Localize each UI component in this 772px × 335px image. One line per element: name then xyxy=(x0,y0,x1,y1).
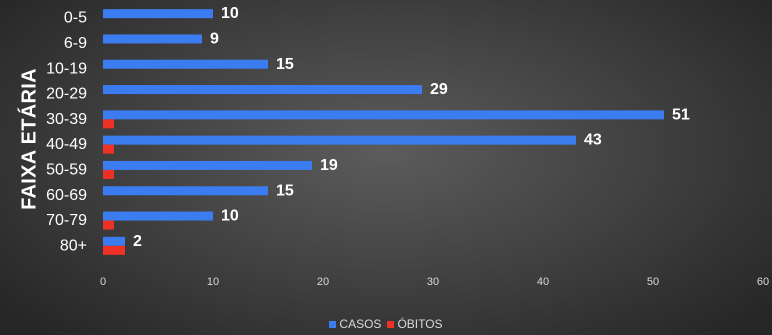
category-label: 70-79 xyxy=(46,212,87,229)
bar-casos xyxy=(103,59,268,69)
data-label-casos: 10 xyxy=(221,5,239,22)
category-label: 0-5 xyxy=(64,10,87,27)
bar-casos xyxy=(103,85,422,95)
data-label-casos: 9 xyxy=(210,30,219,47)
bar-casos xyxy=(103,110,664,120)
bar-obitos xyxy=(103,169,114,179)
bar-casos xyxy=(103,186,268,196)
category-label: 20-29 xyxy=(46,86,87,103)
category-label: 80+ xyxy=(60,237,87,254)
category-label: 40-49 xyxy=(46,136,87,153)
bar-casos xyxy=(103,160,312,170)
data-label-casos: 19 xyxy=(320,157,338,174)
bar-casos xyxy=(103,236,125,246)
data-label-casos: 51 xyxy=(672,106,690,123)
legend-swatch-obitos xyxy=(387,320,395,328)
bar-obitos xyxy=(103,220,114,230)
legend-item-obitos: ÓBITOS xyxy=(387,317,443,331)
data-label-casos: 2 xyxy=(133,233,142,250)
x-tick-label: 60 xyxy=(757,276,769,288)
data-label-casos: 15 xyxy=(276,182,294,199)
data-label-casos: 15 xyxy=(276,56,294,73)
x-tick-label: 50 xyxy=(647,276,659,288)
data-label-casos: 43 xyxy=(584,132,602,149)
bar-casos xyxy=(103,211,213,221)
legend: CASOS ÓBITOS xyxy=(0,317,772,331)
x-tick-label: 0 xyxy=(100,276,106,288)
x-tick-label: 10 xyxy=(207,276,219,288)
bar-obitos xyxy=(103,144,114,154)
bar-casos xyxy=(103,135,576,145)
x-tick-label: 30 xyxy=(427,276,439,288)
category-label: 6-9 xyxy=(64,35,87,52)
legend-label-obitos: ÓBITOS xyxy=(397,317,443,331)
bar-casos xyxy=(103,34,202,44)
bar-obitos xyxy=(103,119,114,129)
legend-label-casos: CASOS xyxy=(339,317,382,331)
data-label-casos: 10 xyxy=(221,208,239,225)
bar-casos xyxy=(103,9,213,19)
legend-swatch-casos xyxy=(329,320,337,328)
category-label: 30-39 xyxy=(46,111,87,128)
data-label-casos: 29 xyxy=(430,81,448,98)
category-label: 60-69 xyxy=(46,187,87,204)
bar-obitos xyxy=(103,245,125,255)
category-label: 10-19 xyxy=(46,60,87,77)
x-tick-label: 40 xyxy=(537,276,549,288)
legend-item-casos: CASOS xyxy=(329,317,381,331)
x-tick-label: 20 xyxy=(317,276,329,288)
category-label: 50-59 xyxy=(46,161,87,178)
